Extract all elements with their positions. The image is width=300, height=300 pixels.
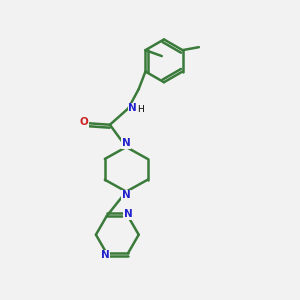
Text: N: N (124, 209, 132, 219)
Text: N: N (128, 103, 137, 113)
Text: N: N (101, 250, 110, 260)
Text: H: H (137, 105, 144, 114)
Text: N: N (122, 190, 130, 200)
Text: O: O (80, 117, 88, 128)
Text: N: N (122, 139, 130, 148)
